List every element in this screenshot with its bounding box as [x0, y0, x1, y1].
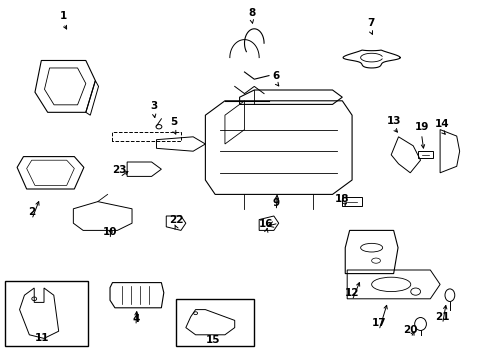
Text: 19: 19	[413, 122, 428, 132]
Text: 1: 1	[60, 11, 67, 21]
Text: 14: 14	[434, 119, 449, 129]
Text: 7: 7	[366, 18, 374, 28]
Text: 9: 9	[272, 198, 279, 208]
Text: 6: 6	[272, 71, 279, 81]
Text: 17: 17	[371, 318, 386, 328]
Text: 16: 16	[259, 219, 273, 229]
Text: 4: 4	[132, 314, 140, 324]
Text: 2: 2	[28, 207, 35, 217]
Text: 3: 3	[150, 101, 157, 111]
Text: 13: 13	[386, 116, 400, 126]
Text: 5: 5	[170, 117, 177, 127]
Bar	[342, 197, 361, 206]
Text: 21: 21	[434, 312, 449, 322]
Text: 18: 18	[334, 194, 349, 204]
Text: 12: 12	[344, 288, 359, 298]
Bar	[5, 281, 88, 346]
Text: 20: 20	[403, 325, 417, 336]
Text: 15: 15	[205, 335, 220, 345]
Bar	[417, 151, 432, 158]
Text: 23: 23	[112, 165, 127, 175]
Text: 8: 8	[248, 8, 255, 18]
Text: 11: 11	[34, 333, 49, 343]
Bar	[176, 299, 254, 346]
Text: 10: 10	[102, 227, 117, 237]
Text: 22: 22	[168, 215, 183, 225]
